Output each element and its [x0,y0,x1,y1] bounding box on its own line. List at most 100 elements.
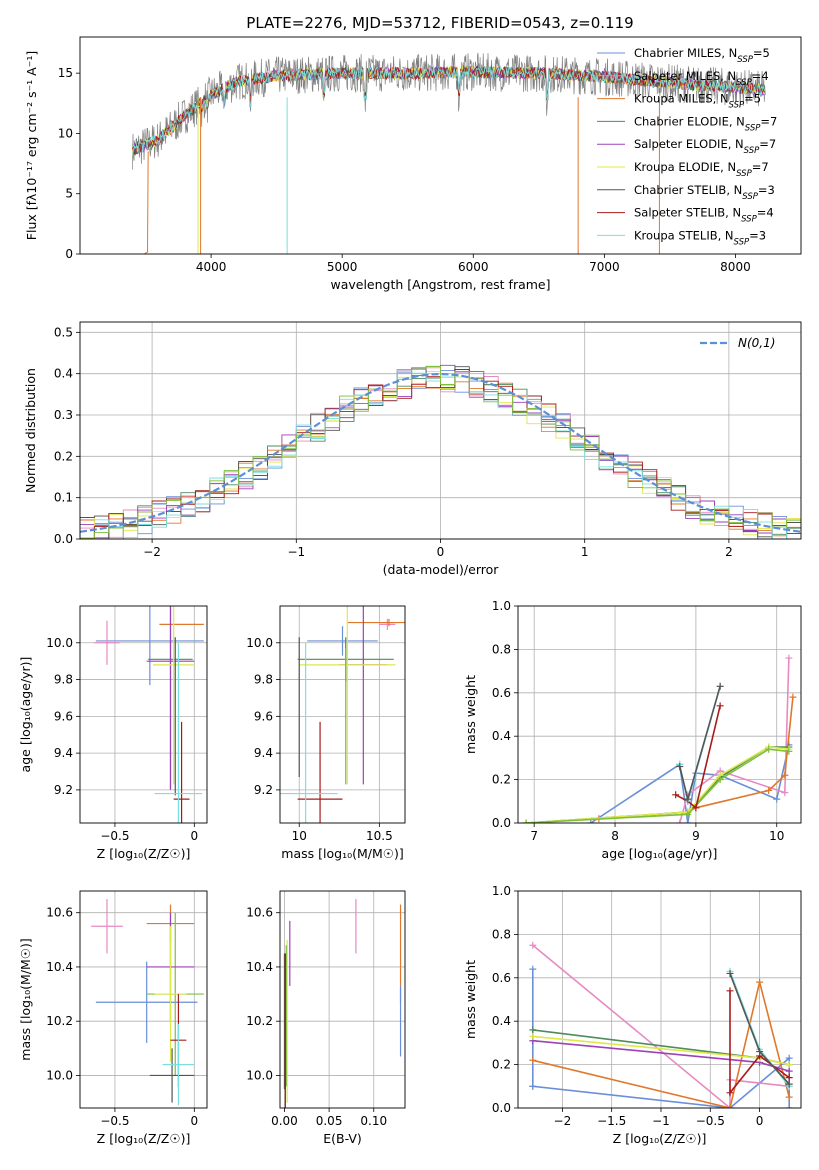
mass-weight-marker [756,978,764,986]
x-tick-label: −1.5 [597,1114,626,1128]
axes-mass_vs_Z: −0.5 0 10.0 10.2 10.4 10.6 Z [log₁₀(Z/Z☉)] mass… [18,890,208,1146]
y-axis-label: Flux [fλ10⁻¹⁷ erg cm⁻² s⁻¹ A⁻¹] [24,51,39,240]
y-tick-label: 0.1 [54,491,73,505]
x-axis-label: Z [log₁₀(Z/Z☉)] [97,846,191,861]
x-tick-label: −1 [652,1114,670,1128]
mass-weight-marker [785,747,793,755]
y-tick-label: 0.8 [492,642,511,656]
axes-frame [517,605,802,824]
mass-weight-marker [785,1104,793,1108]
x-tick-label: −0.5 [696,1114,725,1128]
mass-weight-marker [726,1089,734,1097]
mass-weight-marker [716,776,724,784]
mass-weight-line [532,981,790,1108]
y-tick-label: 1.0 [492,884,511,898]
mass-weight-marker [716,682,724,690]
y-axis-label: age [log₁₀(age/yr)] [18,657,33,773]
y-tick-label: 15 [58,66,73,80]
legend-entry: Salpeter STELIB, NSSP=4 [634,206,774,225]
legend-entry: Kroupa STELIB, NSSP=3 [634,228,766,247]
mass-weight-line [526,746,789,823]
y-axis-label: mass weight [463,675,478,754]
mass-weight-marker [781,771,789,779]
x-tick-label: −0.5 [100,1114,129,1128]
mass-weight-line [675,705,721,810]
mass-weight-marker [672,791,680,799]
mass-weight-marker [785,1067,793,1075]
plot-area-age_vs_mass [280,606,405,823]
y-tick-label: 10 [58,126,73,140]
spectrum-model-line [132,65,766,155]
mass-weight-marker [726,987,734,995]
y-tick-label: 9.8 [54,673,73,687]
y-tick-label: 0.8 [492,927,511,941]
axes-residuals: −2 −1 0 1 2 0.0 0.1 0.2 0.3 0.4 0.5 (data-model)/er… [23,321,802,577]
y-tick-label: 0.4 [492,1014,511,1028]
mass-weight-marker [726,969,734,977]
mass-weight-marker [684,819,692,823]
x-tick-label: 0 [756,1114,764,1128]
x-tick-label: −0.5 [100,829,129,843]
mass-weight-marker [785,654,793,662]
mass-weight-marker [692,804,700,812]
y-axis-label: mass [log₁₀(M/M☉)] [18,938,33,1060]
y-tick-label: 10.6 [46,906,73,920]
axes-age_vs_Z: −0.5 0 9.2 9.4 9.6 9.8 10.0 Z [log₁₀(Z/Z☉)] age … [18,605,208,861]
x-tick-label: 0.00 [271,1114,298,1128]
plot-area-mass_vs_Z [91,899,204,1106]
y-tick-label: 10.4 [246,960,273,974]
y-tick-label: 10.0 [246,636,273,650]
mass-weight-marker [785,1074,793,1082]
figure-title: PLATE=2276, MJD=53712, FIBERID=0543, z=0… [246,14,633,32]
plot-area-mass_weight_vs_Z [529,941,793,1108]
x-tick-label: 10.5 [366,829,393,843]
plot-area-mass_weight_vs_age [522,654,797,823]
mass-weight-marker [529,1032,537,1040]
x-tick-label: 0 [437,545,445,559]
y-tick-label: 10.0 [246,1068,273,1082]
y-tick-label: 0 [65,247,73,261]
x-tick-label: 4000 [196,260,227,274]
y-tick-label: 10.2 [46,1014,73,1028]
y-tick-label: 0.6 [492,971,511,985]
mass-weight-marker [726,1104,734,1108]
axes-mass_vs_ebv: 0.00 0.05 0.10 10.0 10.2 10.4 10.6 E(B-V) [246,890,406,1146]
x-axis-label: E(B-V) [323,1131,362,1146]
mass-weight-marker [773,795,781,803]
x-tick-label: 5000 [327,260,358,274]
legend-entry: Chabrier STELIB, NSSP=3 [634,183,775,202]
x-tick-label: 10 [292,829,307,843]
y-tick-label: 0.0 [54,532,73,546]
legend-entry: Kroupa ELODIE, NSSP=7 [634,160,769,179]
x-tick-label: 2 [725,545,733,559]
x-tick-label: −2 [554,1114,572,1128]
axes-age_vs_mass: 10 10.5 9.2 9.4 9.6 9.8 10.0 mass [log₁₀(M/M☉)] [246,605,406,861]
x-axis-label: Z [log₁₀(Z/Z☉)] [97,1131,191,1146]
axes-frame [79,605,208,824]
y-tick-label: 0.2 [54,449,73,463]
axes-mass_weight_vs_age: 7 8 9 10 0.0 0.2 0.4 0.6 0.8 1.0 age [log₁₀(age/yr… [463,599,802,861]
y-tick-label: 9.2 [254,783,273,797]
y-tick-label: 10.2 [246,1014,273,1028]
mass-weight-marker [587,819,595,823]
mass-weight-marker [684,810,692,818]
y-tick-label: 0.0 [492,1101,511,1115]
y-tick-label: 0.0 [492,816,511,830]
legend-entry: Kroupa MILES, NSSP=5 [634,92,761,111]
y-tick-label: 0.5 [54,325,73,339]
x-axis-label: Z [log₁₀(Z/Z☉)] [613,1131,707,1146]
axes-frame [279,890,406,1109]
mass-weight-marker [785,1061,793,1069]
legend-entry: Chabrier ELODIE, NSSP=7 [634,114,777,133]
y-tick-label: 0.4 [492,729,511,743]
y-tick-label: 9.4 [254,746,273,760]
residuals-legend: N(0,1) [700,336,775,350]
x-tick-label: 0 [190,1114,198,1128]
legend-entry: Salpeter ELODIE, NSSP=7 [634,137,776,156]
x-tick-label: 0 [190,829,198,843]
y-tick-label: 9.8 [254,673,273,687]
y-tick-label: 9.6 [54,709,73,723]
axes-frame [517,890,802,1109]
normal-curve [80,372,801,533]
